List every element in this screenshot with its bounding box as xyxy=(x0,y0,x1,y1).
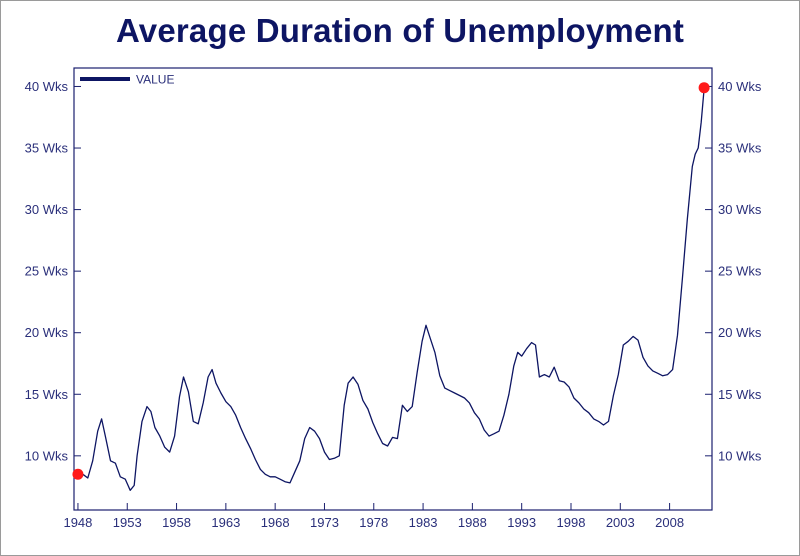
x-tick-label: 1998 xyxy=(557,515,586,530)
x-tick-label: 1963 xyxy=(211,515,240,530)
y-tick-label-left: 40 Wks xyxy=(25,79,69,94)
y-tick-label-right: 35 Wks xyxy=(718,141,762,156)
x-tick-label: 1968 xyxy=(261,515,290,530)
y-tick-label-right: 20 Wks xyxy=(718,325,762,340)
y-tick-label-left: 10 Wks xyxy=(25,448,69,463)
x-tick-label: 1958 xyxy=(162,515,191,530)
y-tick-label-right: 15 Wks xyxy=(718,387,762,402)
x-tick-label: 2003 xyxy=(606,515,635,530)
chart-title: Average Duration of Unemployment xyxy=(115,12,685,49)
y-tick-label-right: 40 Wks xyxy=(718,79,762,94)
highlight-point xyxy=(72,468,84,480)
x-tick-label: 1993 xyxy=(507,515,536,530)
x-tick-label: 1988 xyxy=(458,515,487,530)
y-tick-label-left: 15 Wks xyxy=(25,387,69,402)
y-tick-label-left: 25 Wks xyxy=(25,264,69,279)
x-tick-label: 1973 xyxy=(310,515,339,530)
highlight-points xyxy=(72,82,710,480)
x-tick-label: 2008 xyxy=(655,515,684,530)
legend-label: VALUE xyxy=(136,73,174,87)
y-tick-label-left: 30 Wks xyxy=(25,202,69,217)
plot-area xyxy=(73,67,713,511)
x-tick-label: 1948 xyxy=(63,515,92,530)
y-tick-label-left: 20 Wks xyxy=(25,325,69,340)
y-tick-label-right: 25 Wks xyxy=(718,264,762,279)
y-tick-label-right: 30 Wks xyxy=(718,202,762,217)
y-tick-label-right: 10 Wks xyxy=(718,448,762,463)
axis-ticks: 10 Wks 10 Wks 15 Wks 15 Wks 20 Wks 20 Wks 25 W… xyxy=(25,79,762,530)
legend: VALUE xyxy=(80,73,174,87)
highlight-point xyxy=(698,82,710,94)
series-layer xyxy=(77,88,705,491)
y-tick-label-left: 35 Wks xyxy=(25,141,69,156)
x-tick-label: 1983 xyxy=(409,515,438,530)
x-tick-label: 1978 xyxy=(359,515,388,530)
x-tick-label: 1953 xyxy=(113,515,142,530)
series-line xyxy=(77,88,705,491)
